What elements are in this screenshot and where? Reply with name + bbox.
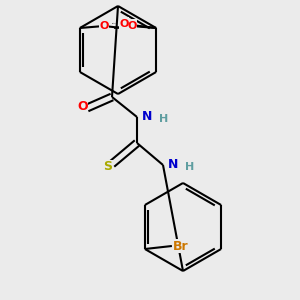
Text: Br: Br [173, 239, 189, 253]
Text: O: O [78, 100, 88, 113]
Text: O: O [99, 21, 109, 31]
Bar [142, 109, 152, 123]
Bar [119, 17, 129, 31]
Text: methoxy: methoxy [112, 23, 119, 24]
Bar [127, 19, 137, 33]
Text: N: N [142, 110, 152, 122]
Text: N: N [168, 158, 178, 170]
Bar [103, 160, 113, 174]
Text: O: O [119, 19, 129, 29]
Text: O: O [128, 21, 137, 31]
Text: H: H [185, 162, 194, 172]
Text: methoxy: methoxy [112, 27, 119, 28]
Bar [78, 100, 88, 114]
Bar [168, 157, 178, 171]
Text: H: H [159, 114, 168, 124]
Text: S: S [103, 160, 112, 173]
Bar [99, 19, 109, 33]
Bar [172, 239, 190, 253]
